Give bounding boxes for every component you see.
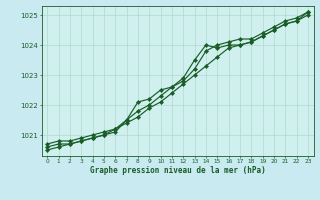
X-axis label: Graphe pression niveau de la mer (hPa): Graphe pression niveau de la mer (hPa) [90,166,266,175]
